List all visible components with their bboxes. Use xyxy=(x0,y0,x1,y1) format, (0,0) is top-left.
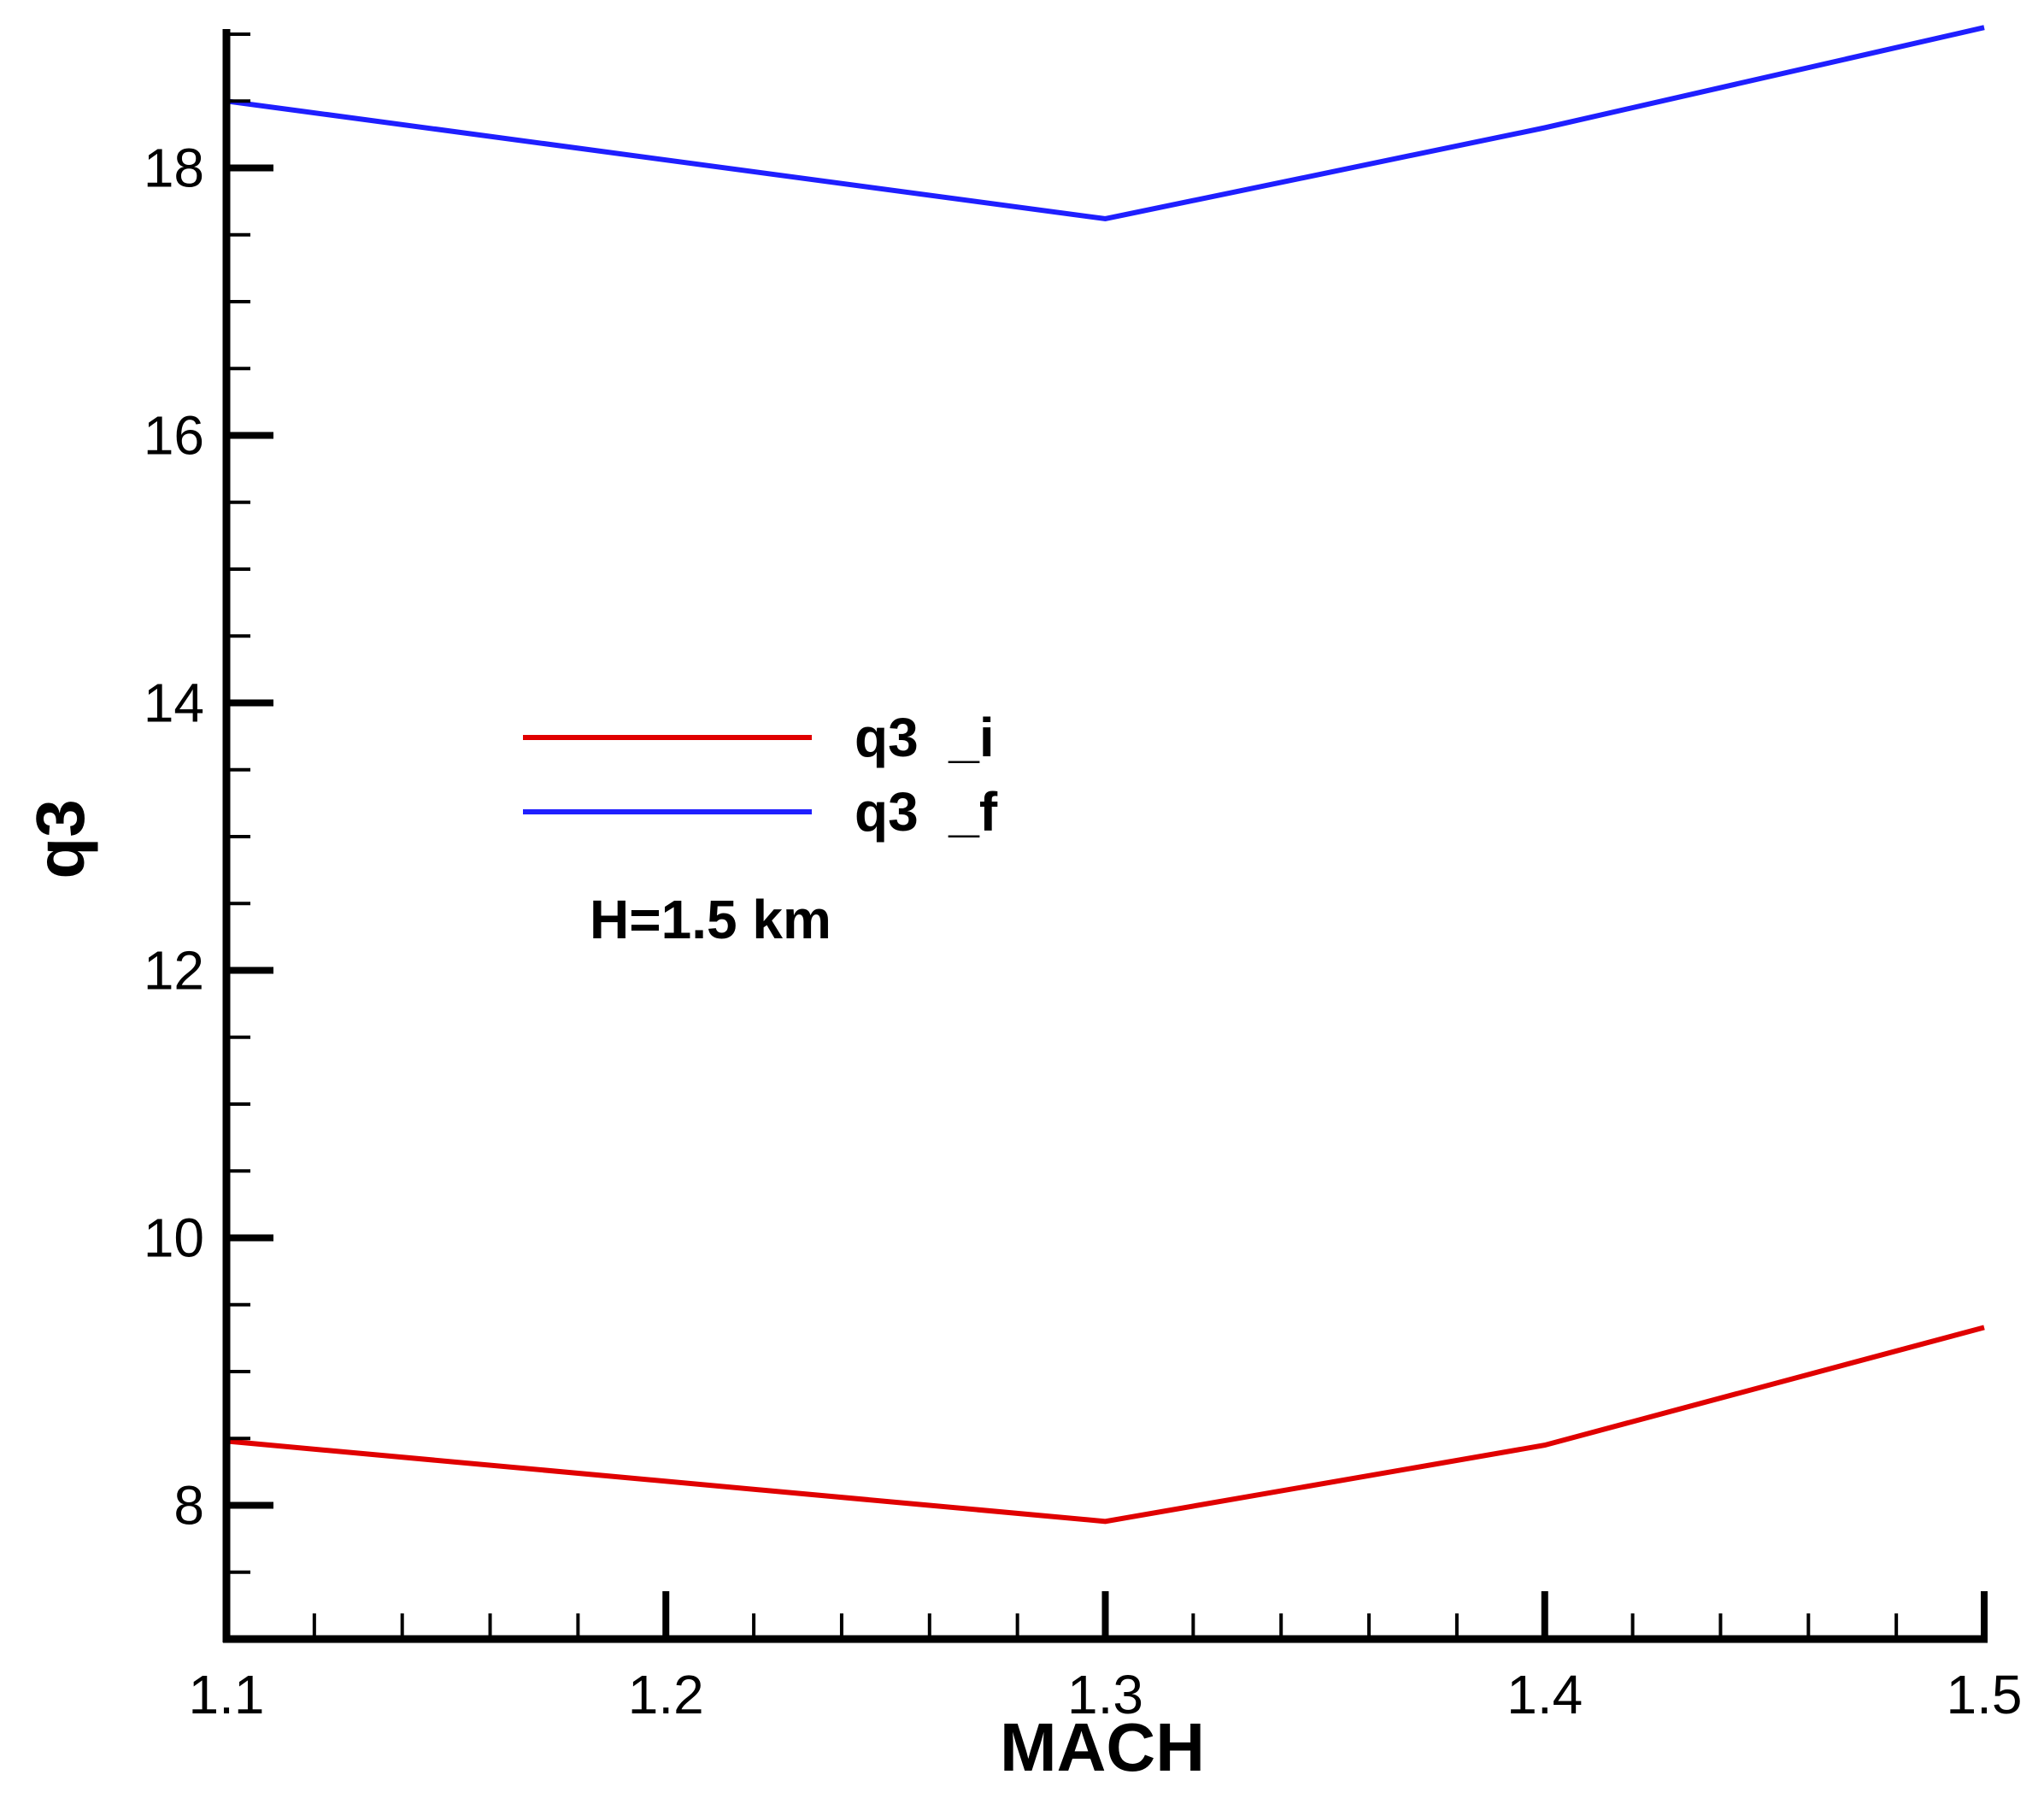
y-axis-title: q3 xyxy=(22,799,98,878)
y-tick-label: 10 xyxy=(144,1207,204,1269)
y-tick-label: 14 xyxy=(144,673,204,734)
y-tick-label: 8 xyxy=(173,1475,204,1537)
x-tick-label: 1.4 xyxy=(1507,1664,1583,1725)
legend: q3 _i q3 _f xyxy=(523,707,998,843)
y-tick-label: 18 xyxy=(144,138,204,199)
series-line-1 xyxy=(226,25,1985,222)
x-tick-label: 1.1 xyxy=(189,1664,265,1725)
y-tick-label: 12 xyxy=(144,940,204,1002)
x-tick-label: 1.5 xyxy=(1947,1664,2023,1725)
y-tick-label: 16 xyxy=(144,405,204,467)
series-layer xyxy=(226,25,1985,1525)
annotation-altitude: H=1.5 km xyxy=(590,889,831,950)
x-tick-label: 1.2 xyxy=(628,1664,704,1725)
legend-label-0: q3 _i xyxy=(855,707,995,768)
x-axis-title: MACH xyxy=(1000,1709,1205,1785)
x-tick-label: 1.3 xyxy=(1067,1664,1143,1725)
series-line-0 xyxy=(226,1325,1985,1525)
ticks-layer: 1.1 1.2 1.3 1.4 1.5 8 10 12 14 16 18 xyxy=(144,32,2023,1725)
legend-label-1: q3 _f xyxy=(855,781,998,843)
